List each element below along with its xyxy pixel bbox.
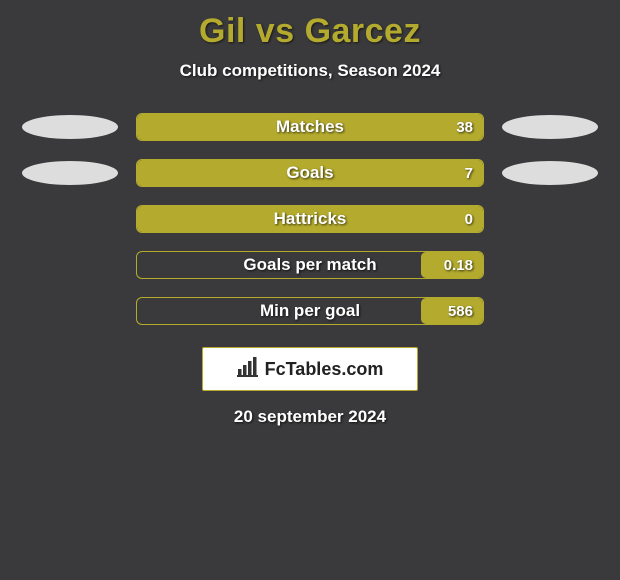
right-player-slot	[500, 159, 600, 187]
right-player-slot	[500, 297, 600, 325]
right-player-slot	[500, 113, 600, 141]
stat-row: Goals per match0.18	[0, 251, 620, 279]
player-ellipse-icon	[502, 115, 598, 139]
stat-row: Min per goal586	[0, 297, 620, 325]
right-player-slot	[500, 205, 600, 233]
stat-row: Goals7	[0, 159, 620, 187]
stat-bar-fill	[421, 252, 483, 278]
player-ellipse-icon	[502, 161, 598, 185]
date-text: 20 september 2024	[234, 407, 386, 427]
player-ellipse-icon	[22, 161, 118, 185]
left-player-slot	[20, 297, 120, 325]
stat-bar-fill	[421, 298, 483, 324]
page-title: Gil vs Garcez	[199, 12, 421, 51]
left-player-slot	[20, 159, 120, 187]
left-player-slot	[20, 113, 120, 141]
branding-text: FcTables.com	[265, 359, 384, 380]
stat-bar-fill	[137, 206, 483, 232]
stat-bar: Goals7	[136, 159, 484, 187]
stat-row: Matches38	[0, 113, 620, 141]
stat-bar: Hattricks0	[136, 205, 484, 233]
comparison-card: Gil vs Garcez Club competitions, Season …	[0, 0, 620, 427]
stat-bar-fill	[137, 160, 483, 186]
stat-row: Hattricks0	[0, 205, 620, 233]
bar-chart-icon	[237, 357, 259, 382]
right-player-slot	[500, 251, 600, 279]
stats-rows: Matches38 Goals7 Hattricks0 Goals per match…	[0, 113, 620, 325]
stat-bar: Goals per match0.18	[136, 251, 484, 279]
stat-bar: Min per goal586	[136, 297, 484, 325]
left-player-slot	[20, 251, 120, 279]
page-subtitle: Club competitions, Season 2024	[180, 61, 441, 81]
left-player-slot	[20, 205, 120, 233]
branding-badge[interactable]: FcTables.com	[202, 347, 418, 391]
stat-bar-fill	[137, 114, 483, 140]
player-ellipse-icon	[22, 115, 118, 139]
stat-bar: Matches38	[136, 113, 484, 141]
